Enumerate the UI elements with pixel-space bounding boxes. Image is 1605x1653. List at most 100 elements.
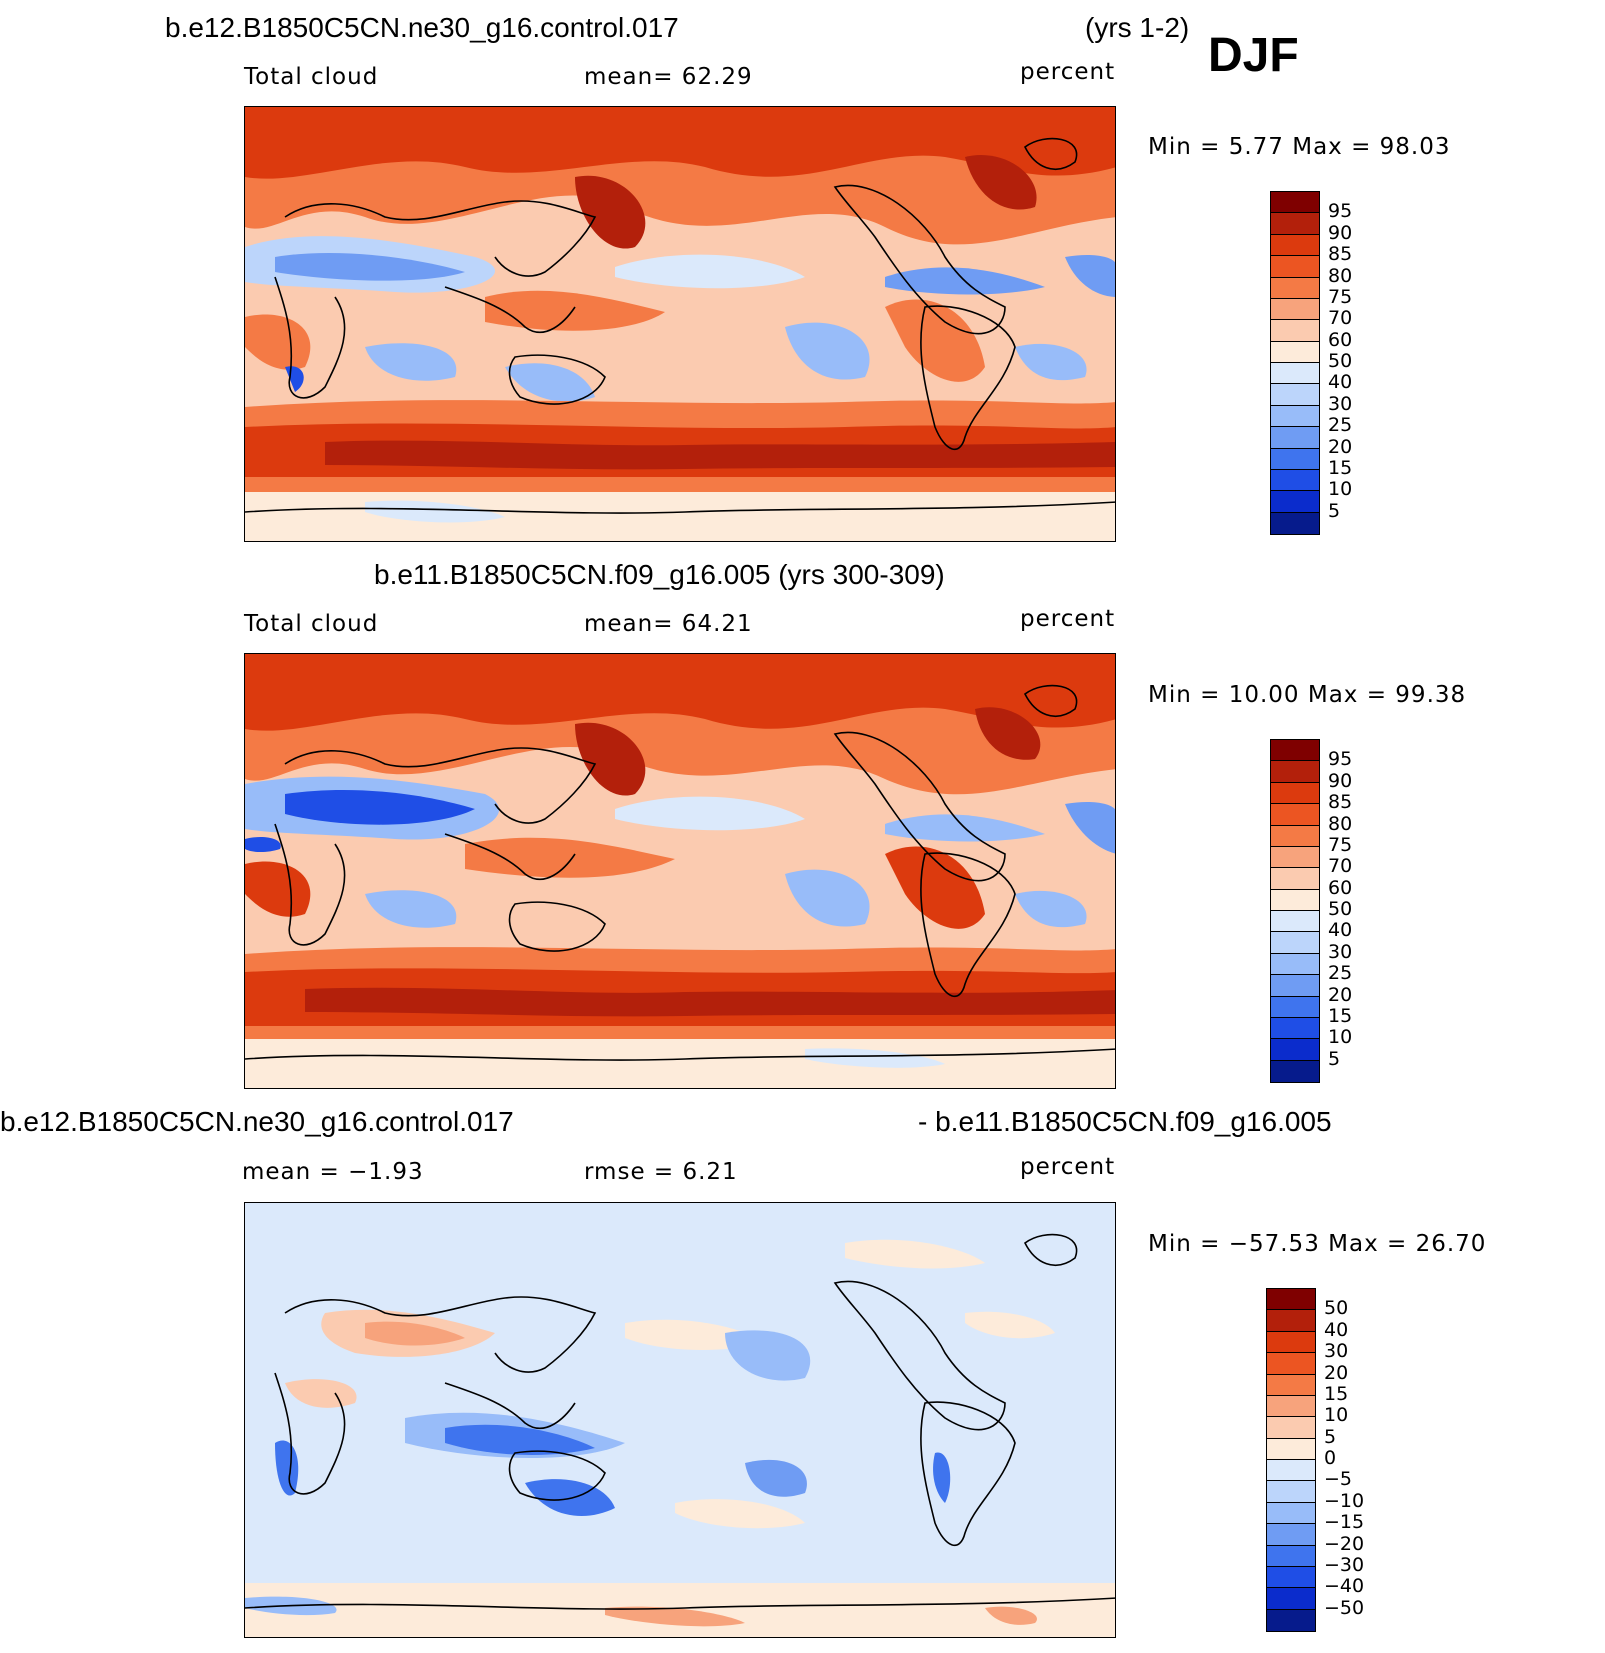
colorbar-tick-label: 90 <box>1328 769 1353 792</box>
colorbar-tick-label: 90 <box>1328 221 1353 244</box>
colorbar-tick-label: −40 <box>1324 1575 1365 1598</box>
colorbar-swatch <box>1271 213 1319 235</box>
panel3-rmse: rmse = 6.21 <box>584 1159 738 1185</box>
colorbar-swatch <box>1271 256 1319 278</box>
colorbar-swatch <box>1267 1545 1315 1567</box>
panel3-minmax: Min = −57.53 Max = 26.70 <box>1148 1231 1487 1257</box>
cloud-field-map <box>245 654 1115 1088</box>
colorbar-swatch <box>1267 1588 1315 1610</box>
cloud-difference-map <box>245 1203 1115 1637</box>
colorbar-swatch <box>1267 1481 1315 1503</box>
colorbar-tick-label: −10 <box>1324 1489 1365 1512</box>
colorbar-swatch <box>1267 1374 1315 1396</box>
colorbar-swatch <box>1271 911 1319 933</box>
colorbar-swatch <box>1271 1017 1319 1040</box>
colorbar-swatch <box>1267 1353 1315 1375</box>
colorbar-swatch <box>1271 491 1319 513</box>
colorbar-tick-label: 5 <box>1328 499 1341 522</box>
colorbar-swatch <box>1271 234 1319 257</box>
colorbar-swatch <box>1271 277 1319 299</box>
colorbar-swatch <box>1267 1289 1315 1311</box>
colorbar-tick-label: 15 <box>1328 1004 1353 1027</box>
colorbar-tick-label: 40 <box>1328 919 1353 942</box>
colorbar-swatch <box>1267 1524 1315 1546</box>
colorbar-swatch <box>1271 1039 1319 1061</box>
colorbar-swatch <box>1271 740 1319 762</box>
panel2-title: b.e11.B1850C5CN.f09_g16.005 (yrs 300-309… <box>374 559 945 590</box>
colorbar-swatch <box>1271 804 1319 826</box>
panel2-units: percent <box>1020 606 1116 632</box>
colorbar-tick-label: 70 <box>1328 307 1353 330</box>
colorbar-swatch <box>1267 1331 1315 1354</box>
colorbar-swatch <box>1271 846 1319 869</box>
colorbar-tick-label: −20 <box>1324 1532 1365 1555</box>
colorbar-tick-label: 25 <box>1328 414 1353 437</box>
colorbar-swatch <box>1271 889 1319 911</box>
colorbar-swatch <box>1271 761 1319 783</box>
colorbar-tick-label: 40 <box>1324 1318 1349 1341</box>
colorbar-tick-label: 95 <box>1328 200 1353 223</box>
colorbar-swatch <box>1271 782 1319 805</box>
panel3-map <box>244 1202 1116 1638</box>
colorbar-tick-label: 10 <box>1328 478 1353 501</box>
colorbar-tick-label: −30 <box>1324 1553 1365 1576</box>
colorbar-swatch <box>1267 1438 1315 1460</box>
colorbar-tick-label: 80 <box>1328 812 1353 835</box>
colorbar-swatch <box>1267 1609 1315 1631</box>
colorbar-tick-label: 40 <box>1328 371 1353 394</box>
colorbar-tick-label: −5 <box>1324 1468 1353 1491</box>
panel1-variable-label: Total cloud <box>244 64 379 90</box>
colorbar-tick-label: 25 <box>1328 962 1353 985</box>
colorbar-swatch <box>1271 298 1319 321</box>
colorbar-tick-label: 50 <box>1328 898 1353 920</box>
colorbar-swatch <box>1267 1566 1315 1589</box>
colorbar-tick-label: 5 <box>1328 1047 1341 1070</box>
colorbar-tick-label: −15 <box>1324 1511 1365 1534</box>
panel2-minmax: Min = 10.00 Max = 99.38 <box>1148 682 1467 708</box>
colorbar-swatch <box>1271 975 1319 997</box>
panel1-mean: mean= 62.29 <box>584 64 753 90</box>
colorbar-tick-label: 60 <box>1328 876 1353 899</box>
colorbar-swatch <box>1271 405 1319 428</box>
panel3-title-left: b.e12.B1850C5CN.ne30_g16.control.017 <box>0 1106 514 1137</box>
season-label: DJF <box>1208 29 1299 82</box>
panel3-units: percent <box>1020 1154 1116 1180</box>
colorbar-swatch <box>1271 448 1319 470</box>
panel3-title-right: - b.e11.B1850C5CN.f09_g16.005 <box>918 1106 1332 1137</box>
colorbar-tick-label: −50 <box>1324 1596 1365 1619</box>
colorbar-swatch <box>1267 1417 1315 1439</box>
colorbar-tick-label: 15 <box>1324 1382 1349 1405</box>
colorbar-swatch <box>1271 953 1319 976</box>
colorbar-swatch <box>1271 932 1319 954</box>
colorbar-tick-label: 10 <box>1328 1026 1353 1049</box>
colorbar-swatch <box>1271 384 1319 406</box>
colorbar-tick-label: 50 <box>1328 350 1353 372</box>
panel2-colorbar <box>1270 739 1320 1083</box>
colorbar-tick-label: 75 <box>1328 833 1353 856</box>
colorbar-tick-label: 30 <box>1328 940 1353 963</box>
panel1-title-left: b.e12.B1850C5CN.ne30_g16.control.017 <box>165 12 679 43</box>
colorbar-tick-label: 20 <box>1328 435 1353 458</box>
colorbar-tick-label: 95 <box>1328 748 1353 771</box>
panel2-map <box>244 653 1116 1089</box>
panel1-map <box>244 106 1116 542</box>
colorbar-swatch <box>1271 469 1319 492</box>
colorbar-swatch <box>1271 427 1319 449</box>
colorbar-swatch <box>1267 1395 1315 1418</box>
colorbar-tick-label: 85 <box>1328 791 1353 814</box>
colorbar-tick-label: 85 <box>1328 243 1353 266</box>
panel2-mean: mean= 64.21 <box>584 611 753 637</box>
panel3-mean: mean = −1.93 <box>242 1159 424 1185</box>
colorbar-swatch <box>1271 868 1319 890</box>
colorbar-swatch <box>1267 1310 1315 1332</box>
panel2-variable-label: Total cloud <box>244 611 379 637</box>
colorbar-swatch <box>1271 512 1319 534</box>
colorbar-swatch <box>1271 363 1319 385</box>
colorbar-tick-label: 15 <box>1328 456 1353 479</box>
cloud-field-map <box>245 107 1115 541</box>
panel1-minmax: Min = 5.77 Max = 98.03 <box>1148 134 1451 160</box>
panel1-colorbar <box>1270 191 1320 535</box>
colorbar-swatch <box>1267 1460 1315 1482</box>
colorbar-tick-label: 20 <box>1328 983 1353 1006</box>
colorbar-tick-label: 75 <box>1328 285 1353 308</box>
